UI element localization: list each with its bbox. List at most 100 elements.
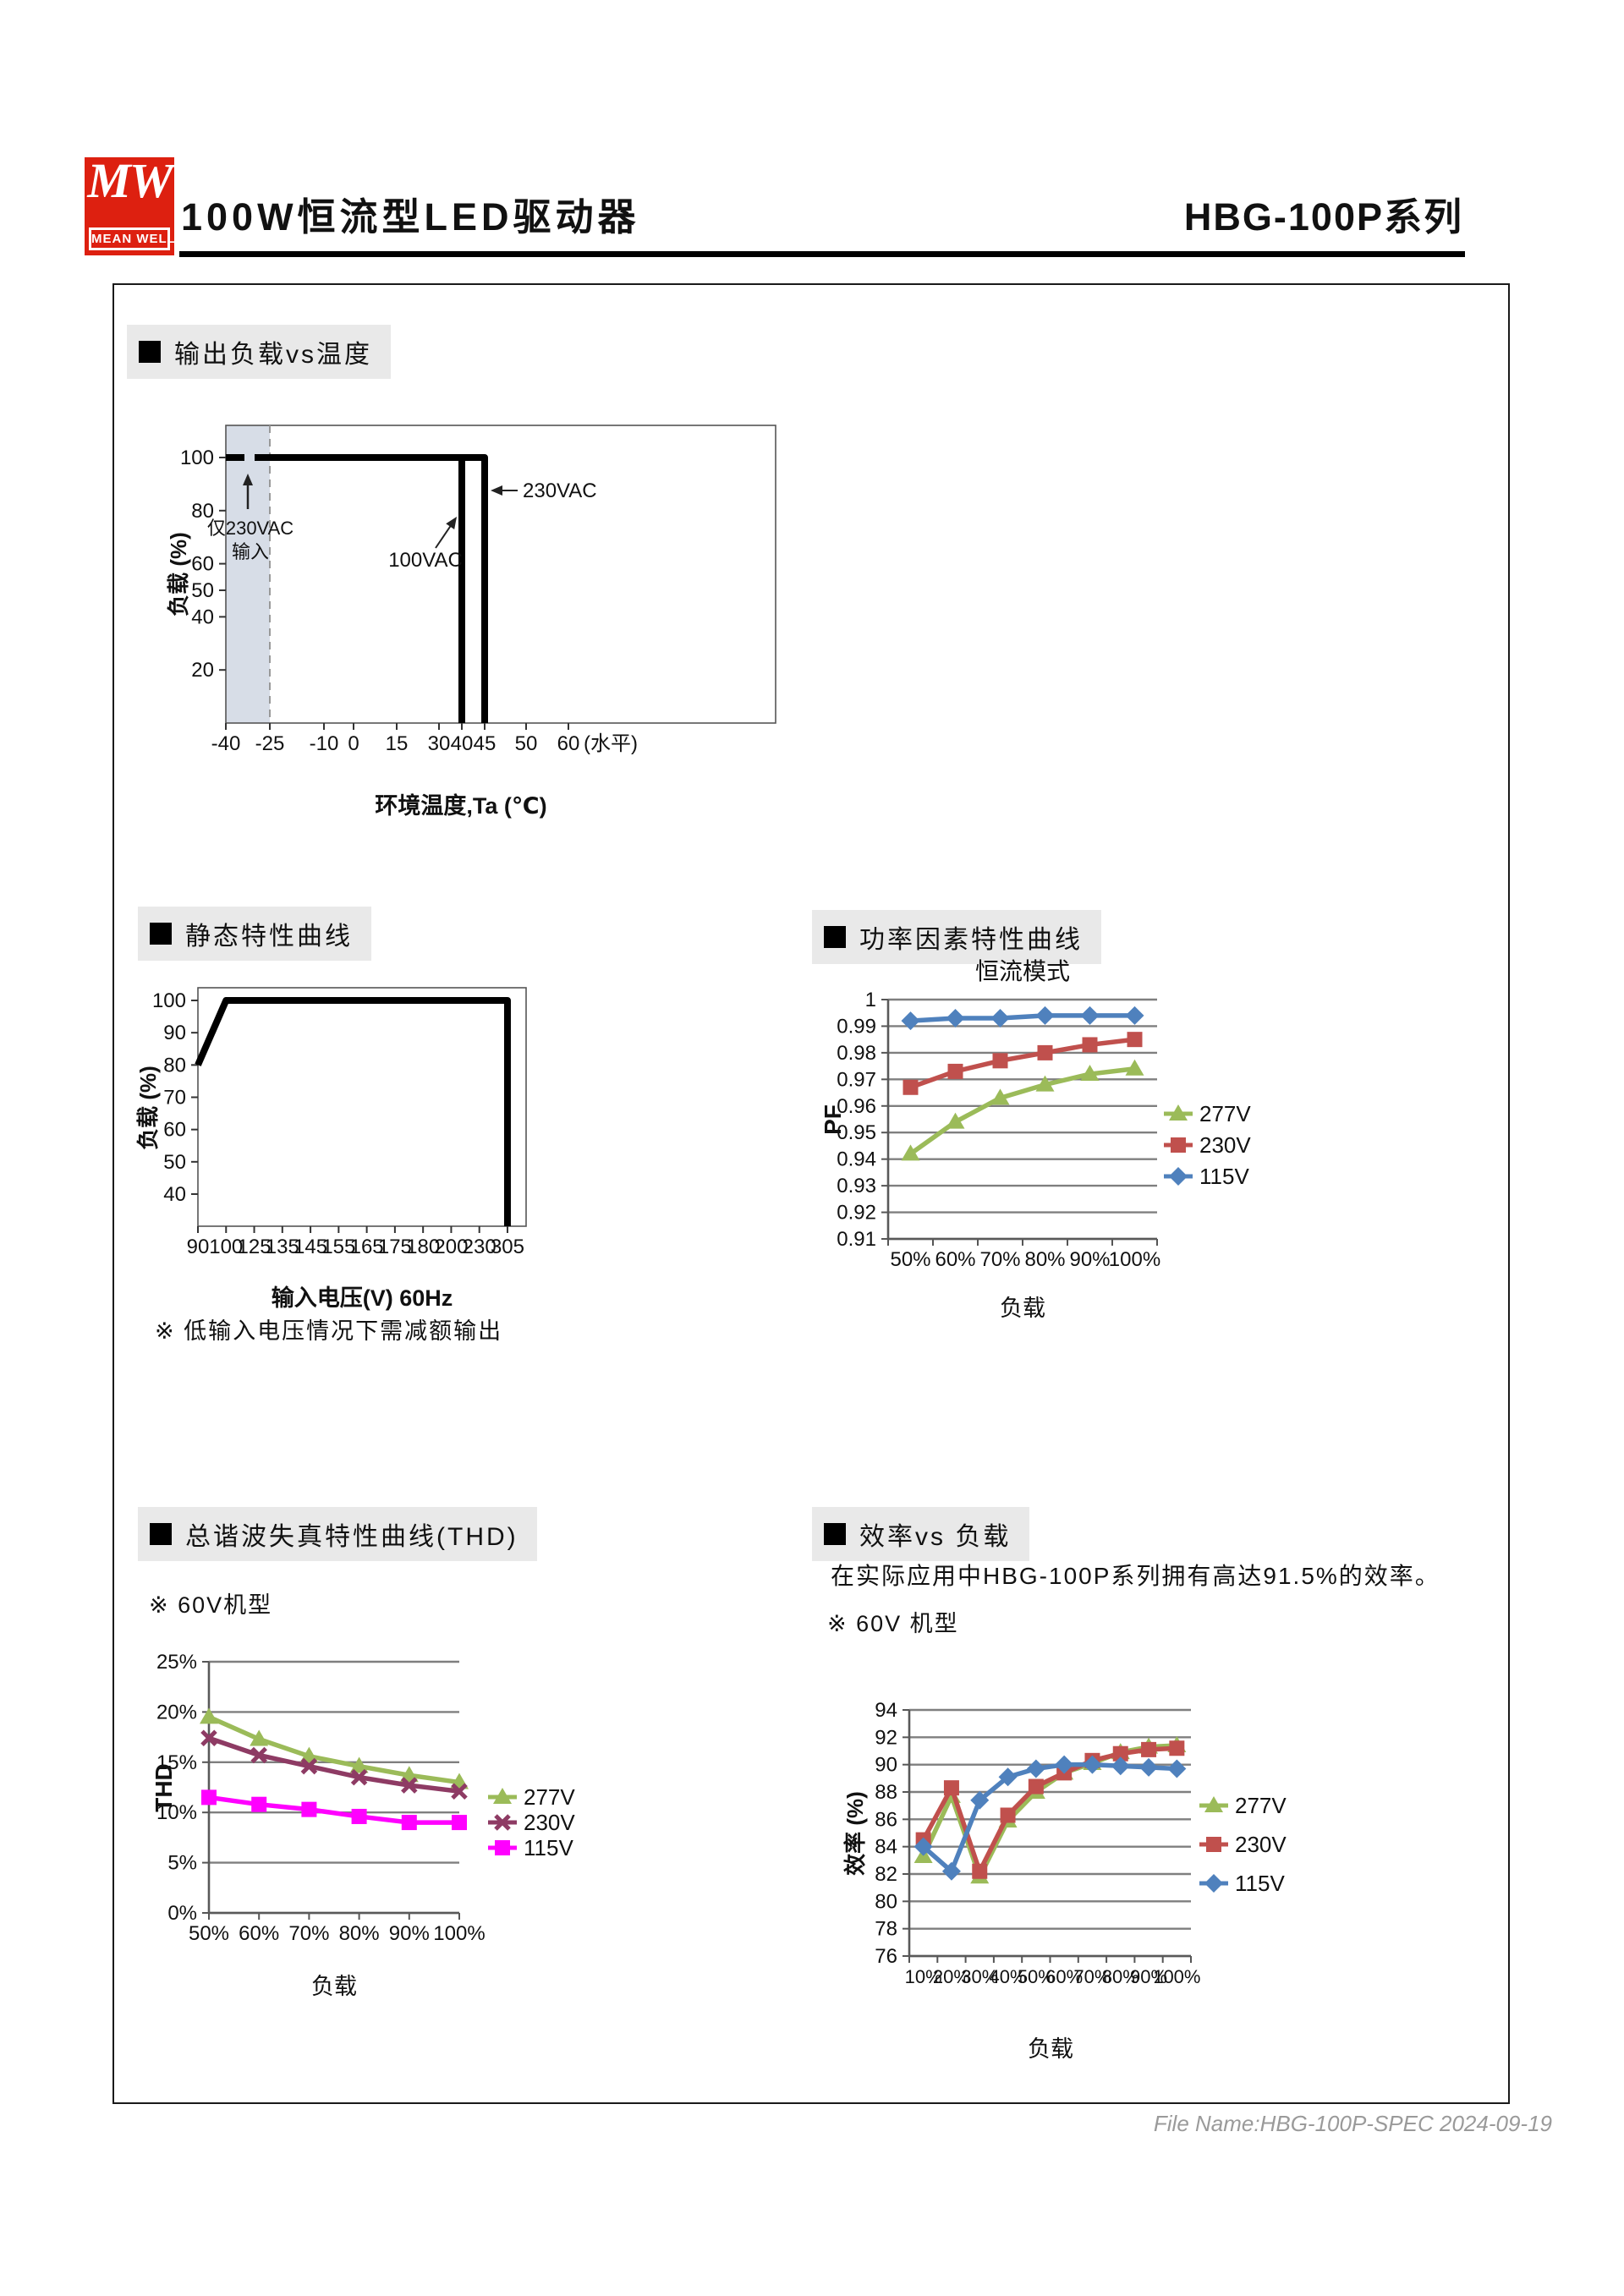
section-header-static: 静态特性曲线 [138, 907, 371, 961]
marker-square-icon [1206, 1837, 1221, 1852]
x-tick-label: 70% [288, 1922, 329, 1945]
y-tick-label: 100 [180, 447, 214, 469]
legend-label-277V: 277V [1235, 1793, 1287, 1818]
y-tick-label: 0% [167, 1902, 197, 1925]
marker-triangle-icon [493, 1788, 512, 1804]
x-tick-label: 70% [979, 1248, 1020, 1271]
marker-diamond-icon [990, 1009, 1010, 1028]
x-tick-label: 80% [1102, 1966, 1139, 1987]
x-tick-label: 100% [1153, 1966, 1200, 1987]
y-axis-title: 负载 (%) [135, 1066, 161, 1150]
marker-diamond-icon [1055, 1755, 1074, 1774]
marker-diamond-icon [1080, 1006, 1100, 1025]
marker-diamond-icon [1035, 1006, 1055, 1025]
y-tick-label: 0.96 [837, 1095, 876, 1118]
plot-border [225, 425, 776, 724]
y-tick-label: 50 [163, 1151, 186, 1174]
section-header-derating: 输出负载vs温度 [127, 325, 391, 379]
y-tick-label: 20 [191, 659, 214, 682]
y-tick-label: 0.92 [837, 1202, 876, 1225]
x-axis-title: 输入电压(V) 60Hz [272, 1285, 453, 1311]
x-tick-label: 155 [321, 1236, 355, 1258]
y-tick-label: 0.94 [837, 1148, 876, 1171]
x-tick-label: 165 [350, 1236, 384, 1258]
x-tick-label: 90% [1130, 1966, 1167, 1987]
file-name-footer: File Name:HBG-100P-SPEC 2024-09-19 [1153, 2111, 1552, 2136]
y-tick-label: 1 [865, 989, 876, 1011]
x-tick-label: 45 [474, 732, 497, 755]
x-axis-suffix-label: (水平) [584, 732, 638, 755]
x-tick-label: 125 [238, 1236, 272, 1258]
x-tick-label: 70% [1073, 1966, 1111, 1987]
series-title: HBG-100P系列 [1183, 195, 1463, 238]
marker-triangle-icon [349, 1756, 369, 1773]
x-tick-label: 90 [187, 1236, 210, 1258]
marker-square-icon [1169, 1740, 1185, 1756]
marker-diamond-icon [1083, 1755, 1102, 1774]
section-title-pf: 功率因素特性曲线 [859, 926, 1083, 954]
marker-triangle-icon [1169, 1104, 1188, 1121]
x-tick-label: -40 [211, 732, 241, 755]
legend-label-115V: 115V [1199, 1164, 1249, 1189]
legend-label-115V: 115V [1235, 1871, 1285, 1896]
y-tick-label: 60 [191, 553, 214, 576]
legend-label-115V: 115V [524, 1835, 573, 1860]
section-title-derating: 输出负载vs温度 [174, 341, 372, 369]
marker-diamond-icon [941, 1861, 961, 1881]
content-box [112, 283, 1510, 2104]
x-tick-label: 10% [905, 1966, 942, 1987]
y-tick-label: 100 [152, 989, 186, 1012]
y-tick-label: 50 [191, 579, 214, 602]
marker-xcross-icon [250, 1746, 267, 1764]
marker-triangle-icon [946, 1112, 965, 1129]
marker-triangle-icon [901, 1144, 920, 1161]
marker-diamond-icon [1139, 1757, 1159, 1777]
y-tick-label: 94 [875, 1699, 897, 1722]
power-factor-chart: 1 0.99 0.98 0.97 0.96 0.95 0.94 0.93 0.92 0.91 50%… [820, 958, 1251, 1321]
arrowhead-icon [491, 485, 502, 496]
y-tick-label: 0.99 [837, 1015, 876, 1038]
marker-triangle-icon [200, 1707, 218, 1724]
marker-diamond-icon [914, 1837, 933, 1856]
x-tick-label: 100% [433, 1922, 485, 1945]
section-bullet-icon [150, 923, 172, 945]
marker-xcross-icon [494, 1814, 511, 1831]
y-tick-label: 5% [167, 1852, 197, 1875]
x-tick-label: 40 [451, 732, 474, 755]
marker-square-icon [301, 1801, 317, 1817]
y-tick-label: 10% [156, 1801, 197, 1824]
series-line-277V [207, 1714, 460, 1785]
marker-diamond-icon [1167, 1759, 1187, 1778]
y-tick-label: 15% [156, 1751, 197, 1774]
section-header-thd: 总谐波失真特性曲线(THD) [138, 1507, 537, 1561]
x-tick-label: 90% [1069, 1248, 1110, 1271]
x-tick-label: 50% [189, 1922, 229, 1945]
thd-chart: 25% 20% 15% 10% 5% 0%50% 60% 70% 80% 90% 100% 277V2… [151, 1651, 575, 1999]
thd-model-note: ※ 60V机型 [149, 1592, 273, 1618]
marker-diamond-icon [1026, 1759, 1045, 1778]
annotation-100vac: 100VAC [388, 549, 463, 572]
y-tick-label: 90 [163, 1022, 186, 1044]
x-tick-label: 90% [389, 1922, 430, 1945]
y-axis-title: 负载 (%) [166, 532, 191, 616]
x-tick-label: -10 [310, 732, 339, 755]
x-tick-label: 80% [339, 1922, 380, 1945]
chart-title: 恒流模式 [975, 958, 1070, 984]
marker-diamond-icon [1204, 1874, 1223, 1893]
low-temp-shaded-region [226, 425, 270, 723]
marker-square-icon [452, 1815, 467, 1831]
x-tick-label: 175 [378, 1236, 412, 1258]
marker-square-icon [947, 1063, 963, 1079]
x-tick-label: 40% [990, 1966, 1027, 1987]
x-tick-label: 20% [933, 1966, 970, 1987]
x-tick-label: 230 [463, 1236, 497, 1258]
marker-xcross-icon [451, 1783, 468, 1800]
section-bullet-icon [824, 1523, 846, 1545]
y-axis-title: PF [820, 1104, 846, 1135]
y-tick-label: 25% [156, 1651, 197, 1674]
marker-diamond-icon [970, 1790, 990, 1810]
marker-diamond-icon [1169, 1167, 1188, 1186]
y-tick-label: 86 [875, 1808, 897, 1831]
logo-mw-text: MW [87, 153, 173, 208]
section-bullet-icon [824, 926, 846, 948]
